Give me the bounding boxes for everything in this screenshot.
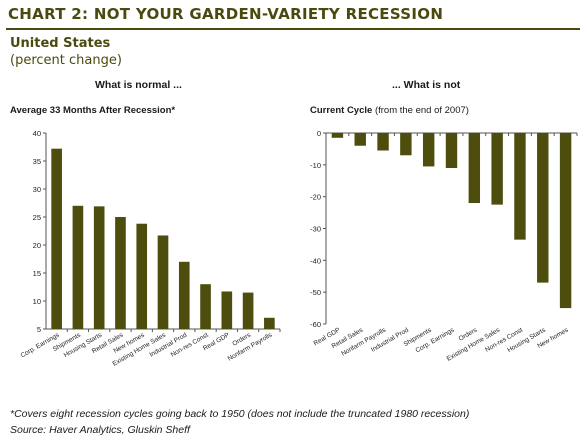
footnote: *Covers eight recession cycles going bac… (10, 408, 470, 420)
region-subtitle: United States (10, 36, 111, 51)
left-bar (221, 291, 233, 329)
right-bar (422, 133, 435, 167)
left-y-tick-label: 10 (33, 297, 41, 306)
right-bar (537, 133, 549, 283)
right-bar (514, 133, 526, 240)
right-y-tick-label: -40 (310, 256, 321, 265)
left-chart-title: Average 33 Months After Recession* (10, 105, 175, 116)
right-y-tick-label: -30 (310, 225, 321, 234)
left-bar (136, 223, 148, 329)
left-y-tick-label: 15 (33, 269, 41, 278)
left-y-tick-label: 35 (33, 157, 41, 166)
left-bar (242, 292, 254, 329)
right-bar (331, 133, 344, 138)
left-y-tick-label: 25 (33, 213, 41, 222)
right-panel-heading: ... What is not (392, 79, 461, 91)
left-y-tick-label: 5 (37, 325, 41, 334)
left-bar (51, 148, 62, 329)
right-bar (468, 133, 481, 204)
right-bar (445, 133, 458, 169)
chart-title: CHART 2: NOT YOUR GARDEN-VARIETY RECESSI… (8, 5, 444, 23)
right-bar (354, 133, 366, 146)
left-bar (157, 235, 169, 329)
left-chart-title-bold: Average 33 Months After Recession* (10, 105, 176, 116)
source-note: Source: Haver Analytics, Gluskin Sheff (10, 424, 190, 436)
right-bar (559, 133, 572, 309)
left-bar (115, 217, 126, 329)
left-panel-heading: What is normal ... (95, 79, 182, 91)
right-bar (377, 133, 389, 151)
right-chart-title-rest: (from the end of 2007) (372, 105, 469, 116)
unit-subtitle: (percent change) (10, 53, 122, 68)
right-bar (400, 133, 412, 156)
left-bar (178, 261, 190, 329)
left-y-tick-label: 40 (33, 129, 41, 138)
left-y-tick-label: 20 (33, 241, 41, 250)
right-y-tick-label: 0 (317, 129, 321, 138)
left-bar (72, 205, 84, 329)
right-chart-title-bold: Current Cycle (310, 105, 373, 116)
right-y-tick-label: -60 (310, 320, 321, 329)
left-bar (93, 206, 105, 329)
left-y-tick-label: 30 (33, 185, 41, 194)
right-chart-title: Current Cycle (from the end of 2007) (310, 105, 469, 116)
right-y-tick-label: -20 (310, 193, 321, 202)
right-y-tick-label: -50 (310, 288, 321, 297)
right-bar (491, 133, 503, 205)
left-bar (200, 284, 211, 329)
title-rule (6, 28, 580, 30)
left-bar (264, 317, 275, 329)
right-y-tick-label: -10 (310, 161, 321, 170)
